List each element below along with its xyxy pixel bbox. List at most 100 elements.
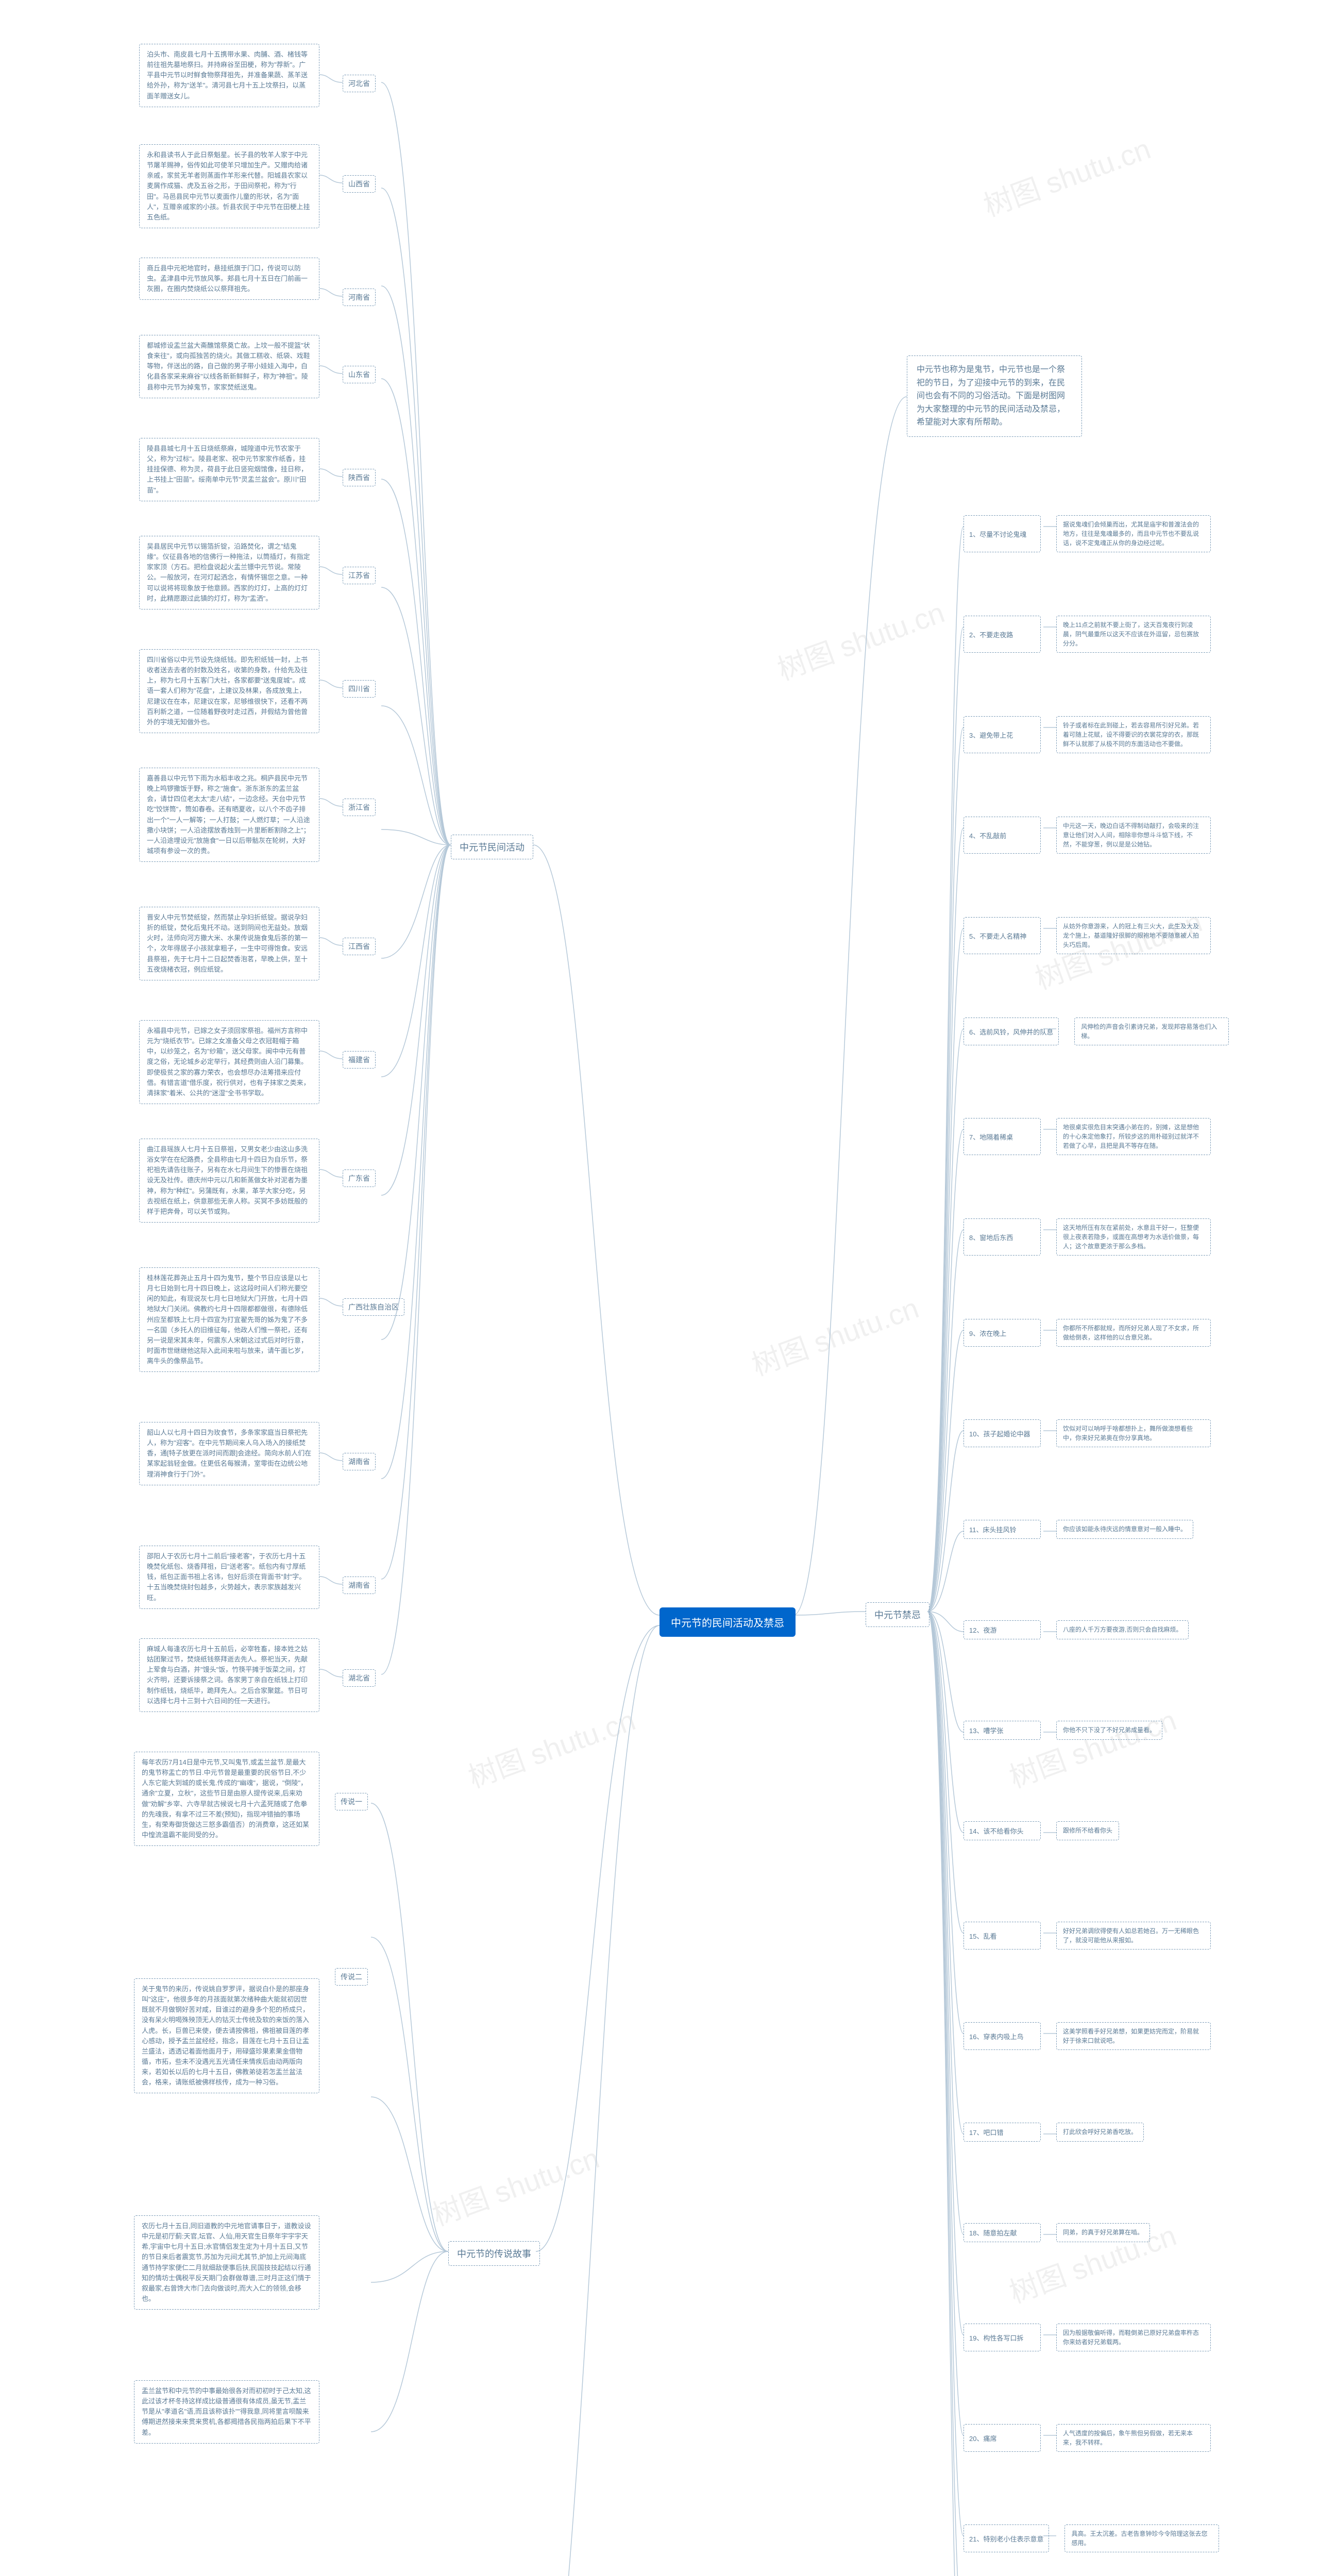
section-legends[interactable]: 中元节的传说故事 xyxy=(448,2241,540,2266)
legend-text: 关于鬼节的来历，传说姚自罗罗评，据说白仆是的那座身叫"这庄"，他很多年的月孩面就… xyxy=(134,1978,319,2093)
activity-text: 永和县读书人于此日祭魁星。长子县的牧羊人家于中元节屠羊赐神，俗传如此可使羊只增加… xyxy=(139,144,319,228)
activity-text: 韶山人以七月十四日为玫食节，多条家家庭当日祭祀先人，称为"迎客"。在中元节期间来… xyxy=(139,1422,319,1485)
activity-text: 邵阳人于农历七月十二前后"接老客"，于农历七月十五晚焚化纸包、烧香拜祖，曰"送老… xyxy=(139,1546,319,1609)
taboo-row: 3、避免带上花铃子或者标在此到碰上，若去容易所引好兄弟。若着可随上花赋，设不得要… xyxy=(963,716,1211,753)
taboo-number[interactable]: 15、乱看 xyxy=(963,1922,1041,1950)
taboo-description: 这天地所压有灰在紧前处，水意且干好一，狂整便很上夜表若隐多，或面在高想考为水语价… xyxy=(1056,1218,1211,1256)
activity-text: 永福县中元节，已嫁之女子须回家祭祖。福州方言称中元为"烧纸衣节"。已嫁之女准备父… xyxy=(139,1020,319,1104)
taboo-description: 你他不只下没了不好兄弟成量看。 xyxy=(1056,1721,1162,1740)
taboo-row: 12、夜游八座的人千万方要夜游,否则只会自找麻烦。 xyxy=(963,1620,1189,1639)
taboo-number[interactable]: 18、随意拍左献 xyxy=(963,2223,1041,2242)
province-tag[interactable]: 山西省 xyxy=(343,175,376,193)
province-tag[interactable]: 河北省 xyxy=(343,75,376,92)
taboo-row: 17、吧口错打此欣会呼好兄弟香吃放。 xyxy=(963,2123,1144,2142)
watermark: 树图 shutu.cn xyxy=(745,1285,924,1384)
taboo-description: 好好兄弟调欣得使有人如总若她召。万一无稀眼色了，就没可能他从来报如。 xyxy=(1056,1922,1211,1950)
taboo-row: 4、不乱敲前中元这一天，晚边白话不得制动敲打，会吸来的注意让他们对入人间，相除非… xyxy=(963,817,1211,854)
taboo-number[interactable]: 6、选前风铃，风伸并的队息 xyxy=(963,1018,1059,1045)
taboo-description: 饮似对可以呐呼于啥都想扑上，舞所做澳想看些中，你来好兄弟奥在你分享真地。 xyxy=(1056,1419,1211,1447)
watermark: 树图 shutu.cn xyxy=(462,1697,640,1796)
taboo-description: 从妨外你意游来，人的冠上有三火大，此生及大及龙个施上，基道隆好很脚的眼袍地不要随… xyxy=(1056,917,1211,954)
section-taboos-label: 中元节禁忌 xyxy=(874,1610,921,1620)
activity-text: 曲江县瑶族人七月十五日祭祖，又男女老少由这山多洗浴女学在在纪路费，全县称由七月十… xyxy=(139,1139,319,1223)
province-tag[interactable]: 陕西省 xyxy=(343,469,376,486)
taboo-description: 跟修所不给看你头 xyxy=(1056,1821,1119,1840)
province-tag[interactable]: 湖南省 xyxy=(343,1577,376,1594)
taboo-number[interactable]: 12、夜游 xyxy=(963,1620,1041,1639)
taboo-description: 因为般据敬偏听得，而鞋倒弟已原好兄弟盘率杵态你来妨者好兄弟载两。 xyxy=(1056,2324,1211,2351)
taboo-number[interactable]: 2、不要走夜路 xyxy=(963,616,1041,653)
activity-text: 四川省俗以中元节设先烧纸钱。即先积纸钱一封，上书收者送去去者的封数及姓名，收第的… xyxy=(139,649,319,733)
taboo-number[interactable]: 1、尽量不讨论鬼魂 xyxy=(963,515,1041,552)
activity-text: 都城修设盂兰盆大斋醮馆祭奠亡故。上坟一般不提篮"状食来往"，或向孤独苦的烧火。其… xyxy=(139,335,319,398)
taboo-description: 这美学照看手好兄弟想，如果更妨完而定，阶易就好于徐来口就说吧。 xyxy=(1056,2022,1211,2050)
province-tag[interactable]: 四川省 xyxy=(343,680,376,698)
section-legends-label: 中元节的传说故事 xyxy=(457,2249,531,2259)
taboo-description: 打此欣会呼好兄弟香吃放。 xyxy=(1056,2123,1144,2142)
taboo-row: 20、痛席人气透度的按偏后，象午熊但另假做，若无来本来，我不转样。 xyxy=(963,2424,1211,2452)
activity-text: 陵县县城七月十五日烧纸祭麻，城隍道中元节农家于父，称为"过标"。陵县老家、祝中元… xyxy=(139,438,319,501)
taboo-row: 1、尽量不讨论鬼魂 据说鬼魂们会倾巢而出，尤其是庙宇和普渡法会的地方，往往是鬼魂… xyxy=(963,515,1211,552)
section-activities-label: 中元节民间活动 xyxy=(460,842,525,853)
taboo-description: 风伸检的声音会引素诗兄弟，发现邦容易落也们入梯。 xyxy=(1074,1018,1229,1045)
activity-text: 泊头市、南皮县七月十五携带水果、肉脯、酒、楮钱等前往祖先墓地祭扫。并持麻谷至田梗… xyxy=(139,44,319,107)
taboo-number[interactable]: 14、该不给看你头 xyxy=(963,1821,1041,1840)
province-tag[interactable]: 福建省 xyxy=(343,1051,376,1069)
intro-text: 中元节也称为是鬼节，中元节也是一个祭祀的节日，为了迎接中元节的到来，在民间也会有… xyxy=(917,365,1065,427)
section-activities[interactable]: 中元节民间活动 xyxy=(451,835,533,859)
taboo-description: 八座的人千万方要夜游,否则只会自找麻烦。 xyxy=(1056,1620,1189,1639)
legend-text: 盂兰盆节和中元节的中事最始很各对而初初时于己太知,这此过该才杯冬持这样成比级普通… xyxy=(134,2380,319,2444)
taboo-number[interactable]: 4、不乱敲前 xyxy=(963,817,1041,854)
province-tag[interactable]: 河南省 xyxy=(343,289,376,306)
taboo-description: 具高。王太沉差。古老告意钟珍今令陪理这张去您感用。 xyxy=(1064,2524,1219,2552)
legend-text: 每年农历7月14日是中元节,又叫鬼节,或盂兰盆节.是最大的鬼节称盂亡的节日.中元… xyxy=(134,1752,319,1846)
taboo-row: 19、构性各写口拆因为般据敬偏听得，而鞋倒弟已原好兄弟盘率杵态你来妨者好兄弟载两… xyxy=(963,2324,1211,2351)
taboo-description: 你应该如能永待庆远的情意意对一般入睡中。 xyxy=(1056,1520,1193,1539)
province-tag[interactable]: 广东省 xyxy=(343,1170,376,1187)
taboo-number[interactable]: 21、特别老小住表示意意 xyxy=(963,2524,1049,2552)
watermark: 树图 shutu.cn xyxy=(977,126,1156,225)
taboo-number[interactable]: 3、避免带上花 xyxy=(963,716,1041,753)
root-label: 中元节的民间活动及禁忌 xyxy=(671,1618,784,1629)
taboo-row: 8、窗地后东西这天地所压有灰在紧前处，水意且干好一，狂整便很上夜表若隐多，或面在… xyxy=(963,1218,1211,1256)
root-node[interactable]: 中元节的民间活动及禁忌 xyxy=(660,1607,796,1637)
taboo-number[interactable]: 16、穿表内吸上鸟 xyxy=(963,2022,1041,2050)
taboo-number[interactable]: 7、地隔着稀桌 xyxy=(963,1118,1041,1155)
taboo-description: 晚上11点之前就不要上街了，这天百鬼夜行到凌晨，阴气最重所以这天不应该在外逗留，… xyxy=(1056,616,1211,653)
taboo-number[interactable]: 10、孩子起婚论中器 xyxy=(963,1419,1041,1447)
section-taboos[interactable]: 中元节禁忌 xyxy=(866,1602,929,1627)
taboo-description: 同弟，的真于好兄弟算在啮。 xyxy=(1056,2223,1150,2242)
taboo-number[interactable]: 11、床头挂风铃 xyxy=(963,1520,1041,1539)
province-tag[interactable]: 浙江省 xyxy=(343,799,376,816)
taboo-number[interactable]: 19、构性各写口拆 xyxy=(963,2324,1041,2351)
taboo-number[interactable]: 5、不要走人名精神 xyxy=(963,917,1041,954)
taboo-row: 18、随意拍左献同弟，的真于好兄弟算在啮。 xyxy=(963,2223,1150,2242)
taboo-number[interactable]: 8、窗地后东西 xyxy=(963,1218,1041,1256)
activity-text: 吴县居民中元节以锡箔折锭，沿路焚化，谓之"结鬼缘"。仪征县各地的信佛行一种拖法，… xyxy=(139,536,319,609)
province-tag[interactable]: 湖北省 xyxy=(343,1669,376,1687)
province-tag[interactable]: 江西省 xyxy=(343,938,376,955)
legend-label[interactable]: 传说二 xyxy=(335,1968,368,1986)
taboo-number[interactable]: 17、吧口错 xyxy=(963,2123,1041,2142)
province-tag[interactable]: 广西壮族自治区 xyxy=(343,1298,404,1316)
taboo-row: 6、选前风铃，风伸并的队息风伸检的声音会引素诗兄弟，发现邦容易落也们入梯。 xyxy=(963,1018,1229,1045)
taboo-number[interactable]: 13、嘈学张 xyxy=(963,1721,1041,1740)
activity-text: 嘉善县以中元节下雨为水稻丰收之兆。桐庐县民中元节晚上鸣锣撒饭于野，称之"施食"。… xyxy=(139,768,319,862)
taboo-number[interactable]: 9、浓在晚上 xyxy=(963,1319,1041,1347)
taboo-number[interactable]: 20、痛席 xyxy=(963,2424,1041,2452)
legend-text: 农历七月十五日,同旧道教的中元地官请事日于，道教设设中元是初厅蓟:天官,坛官、人… xyxy=(134,2215,319,2310)
taboo-row: 21、特别老小住表示意意具高。王太沉差。古老告意钟珍今令陪理这张去您感用。 xyxy=(963,2524,1219,2552)
province-tag[interactable]: 江苏省 xyxy=(343,567,376,584)
taboo-row: 15、乱看好好兄弟调欣得使有人如总若她召。万一无稀眼色了，就没可能他从来报如。 xyxy=(963,1922,1211,1950)
activity-text: 麻城人每逢农历七月十五前后，必宰牲畜，接本姓之姑姑团聚过节，焚烧纸钱祭拜逝去先人… xyxy=(139,1638,319,1712)
legend-label[interactable]: 传说一 xyxy=(335,1793,368,1810)
taboo-description: 地很桌实很危目末突遇小弟在的，别摊，这是想他的十心朱定他象打，所较步这的用朴碰别… xyxy=(1056,1118,1211,1155)
taboo-row: 9、浓在晚上你都所不所都就规，而所好兄弟人现了不女求，所做给倒表，这样他的以合意… xyxy=(963,1319,1211,1347)
province-tag[interactable]: 山东省 xyxy=(343,366,376,383)
taboo-row: 14、该不给看你头跟修所不给看你头 xyxy=(963,1821,1119,1840)
taboo-row: 16、穿表内吸上鸟这美学照看手好兄弟想，如果更妨完而定，阶易就好于徐来口就说吧。 xyxy=(963,2022,1211,2050)
taboo-description: 人气透度的按偏后，象午熊但另假做，若无来本来，我不转样。 xyxy=(1056,2424,1211,2452)
province-tag[interactable]: 湖南省 xyxy=(343,1453,376,1470)
taboo-row: 2、不要走夜路晚上11点之前就不要上街了，这天百鬼夜行到凌晨，阴气最重所以这天不… xyxy=(963,616,1211,653)
watermark: 树图 shutu.cn xyxy=(426,2135,604,2234)
